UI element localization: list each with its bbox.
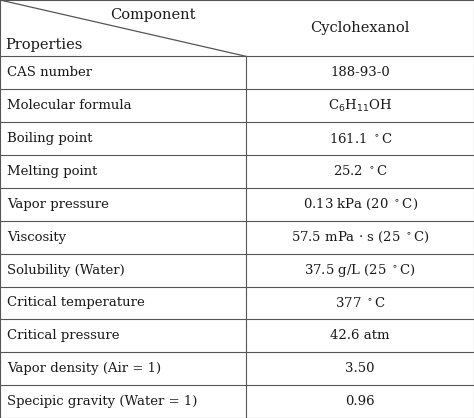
Text: 25.2 $^\circ$C: 25.2 $^\circ$C bbox=[333, 164, 388, 178]
Text: 42.6 atm: 42.6 atm bbox=[330, 329, 390, 342]
Text: 57.5 mPa · s (25 $^\circ$C): 57.5 mPa · s (25 $^\circ$C) bbox=[291, 229, 430, 245]
Text: Cyclohexanol: Cyclohexanol bbox=[310, 21, 410, 35]
Text: Critical pressure: Critical pressure bbox=[7, 329, 119, 342]
Text: CAS number: CAS number bbox=[7, 66, 92, 79]
Text: Solubility (Water): Solubility (Water) bbox=[7, 264, 125, 277]
Text: Vapor pressure: Vapor pressure bbox=[7, 198, 109, 211]
Text: Viscosity: Viscosity bbox=[7, 231, 66, 244]
Text: 188-93-0: 188-93-0 bbox=[330, 66, 390, 79]
Text: 0.13 kPa (20 $^\circ$C): 0.13 kPa (20 $^\circ$C) bbox=[303, 197, 418, 212]
Text: 161.1 $^\circ$C: 161.1 $^\circ$C bbox=[328, 132, 392, 145]
Text: Critical temperature: Critical temperature bbox=[7, 296, 145, 309]
Text: 37.5 g/L (25 $^\circ$C): 37.5 g/L (25 $^\circ$C) bbox=[304, 262, 416, 278]
Text: Component: Component bbox=[110, 8, 196, 21]
Text: 377 $^\circ$C: 377 $^\circ$C bbox=[335, 296, 386, 310]
Text: C$_6$H$_{11}$OH: C$_6$H$_{11}$OH bbox=[328, 98, 392, 114]
Text: Melting point: Melting point bbox=[7, 165, 98, 178]
Text: Properties: Properties bbox=[5, 38, 82, 52]
Text: Vapor density (Air = 1): Vapor density (Air = 1) bbox=[7, 362, 161, 375]
Text: 3.50: 3.50 bbox=[346, 362, 375, 375]
Text: Molecular formula: Molecular formula bbox=[7, 99, 132, 112]
Text: Boiling point: Boiling point bbox=[7, 132, 92, 145]
Text: 0.96: 0.96 bbox=[346, 395, 375, 408]
Text: Specipic gravity (Water = 1): Specipic gravity (Water = 1) bbox=[7, 395, 198, 408]
